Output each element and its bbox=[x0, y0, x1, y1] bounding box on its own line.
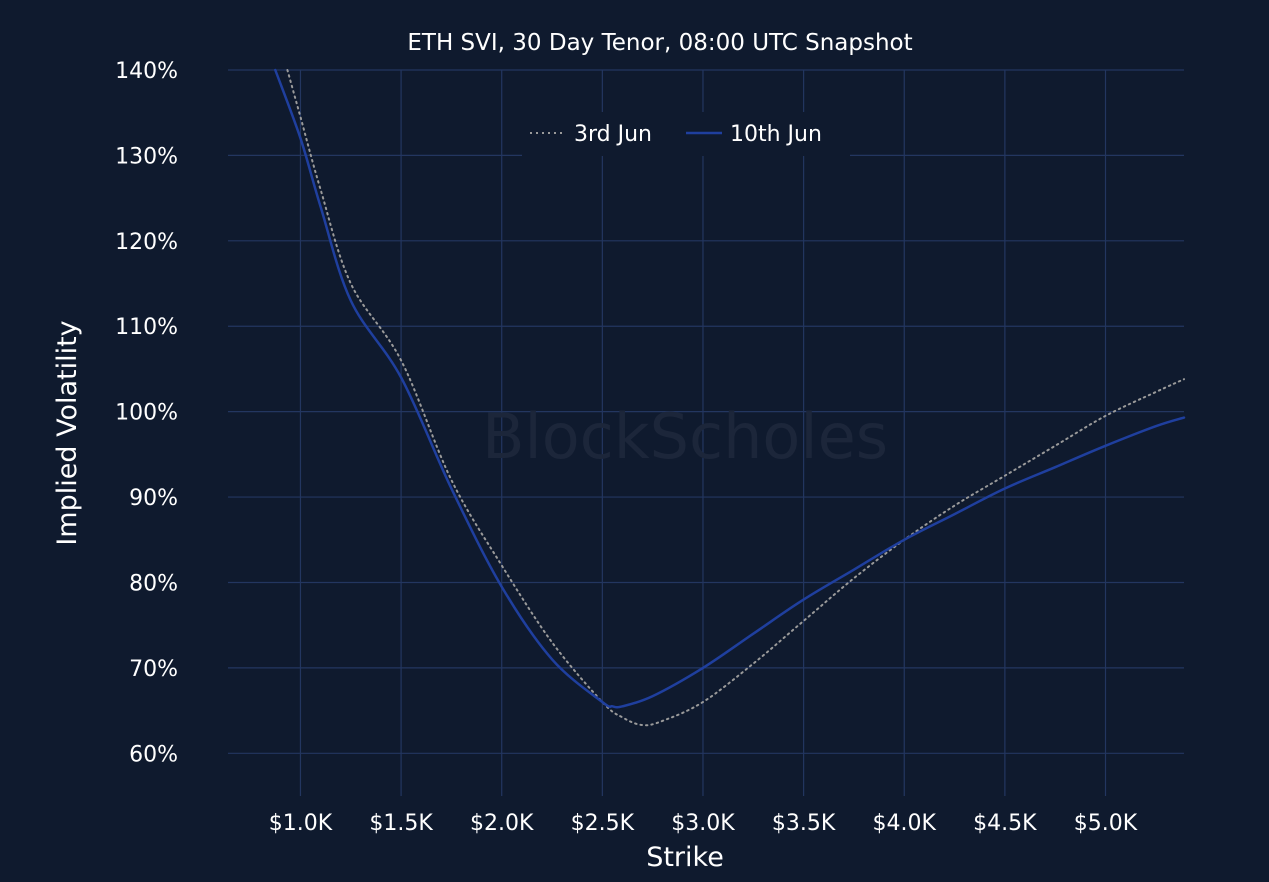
x-tick-label: $3.5K bbox=[772, 811, 836, 836]
x-axis-title: Strike bbox=[646, 842, 724, 873]
y-tick-label: 120% bbox=[115, 230, 178, 255]
legend: 3rd Jun 10th Jun bbox=[522, 112, 850, 156]
x-axis-ticks: $1.0K $1.5K $2.0K $2.5K $3.0K $3.5K $4.0K $4.5K… bbox=[269, 811, 1138, 836]
x-tick-label: $4.0K bbox=[873, 811, 937, 836]
y-tick-label: 90% bbox=[129, 486, 178, 511]
y-tick-label: 130% bbox=[115, 144, 178, 169]
y-axis-ticks: 60% 70% 80% 90% 100% 110% 120% 130% 140% bbox=[115, 59, 178, 767]
y-tick-label: 110% bbox=[115, 315, 178, 340]
x-tick-label: $2.5K bbox=[571, 811, 635, 836]
y-tick-label: 80% bbox=[129, 571, 178, 596]
plot-area bbox=[274, 68, 1186, 727]
x-tick-label: $1.0K bbox=[269, 811, 333, 836]
watermark-logo: BlockScholes bbox=[482, 400, 888, 473]
y-tick-label: 60% bbox=[129, 742, 178, 767]
x-tick-label: $5.0K bbox=[1074, 811, 1138, 836]
series-line-3rd-jun bbox=[286, 69, 1185, 727]
x-tick-label: $1.5K bbox=[369, 811, 433, 836]
chart-title: ETH SVI, 30 Day Tenor, 08:00 UTC Snapsho… bbox=[407, 30, 912, 56]
x-tick-label: $3.0K bbox=[671, 811, 735, 836]
y-tick-label: 100% bbox=[115, 401, 178, 426]
legend-label-3rd-jun: 3rd Jun bbox=[574, 122, 652, 147]
series-line-10th-jun bbox=[274, 68, 1186, 709]
y-tick-label: 140% bbox=[115, 59, 178, 84]
y-axis-title: Implied Volatility bbox=[52, 320, 83, 545]
x-tick-label: $2.0K bbox=[470, 811, 534, 836]
y-tick-label: 70% bbox=[129, 657, 178, 682]
legend-label-10th-jun: 10th Jun bbox=[730, 122, 822, 147]
x-tick-label: $4.5K bbox=[973, 811, 1037, 836]
